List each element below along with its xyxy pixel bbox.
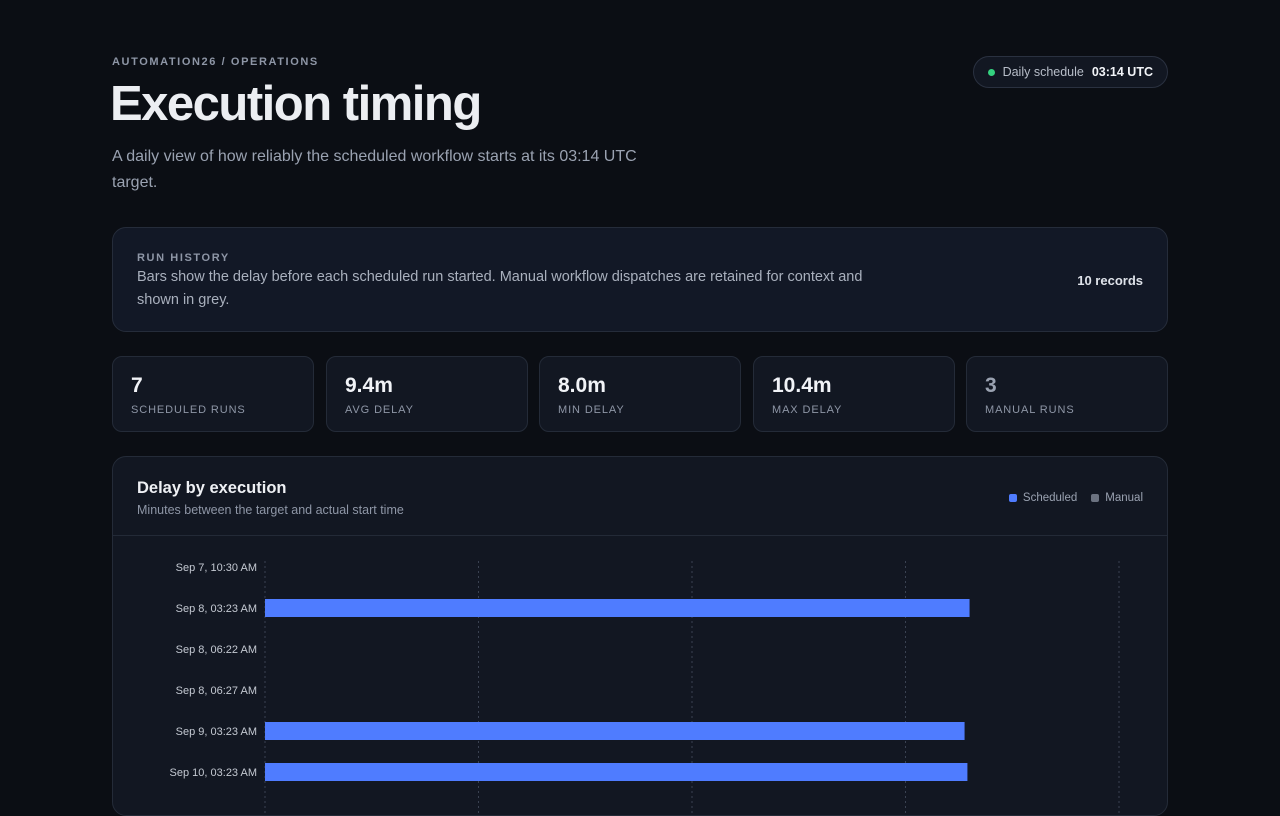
schedule-label: Daily schedule — [1002, 65, 1084, 79]
page-subtitle: A daily view of how reliably the schedul… — [112, 148, 637, 191]
stat-value: 8.0m — [558, 374, 606, 397]
delay-bar[interactable] — [265, 722, 965, 740]
schedule-time: 03:14 UTC — [1091, 65, 1153, 79]
category-label: Sep 8, 06:22 AM — [176, 644, 257, 656]
stat-value: 7 — [131, 374, 143, 397]
category-label: Sep 7, 10:30 AM — [176, 562, 257, 574]
delay-bar[interactable] — [265, 599, 970, 617]
legend-swatch-scheduled — [1008, 494, 1017, 502]
stat-card-scheduled-runs: 7 SCHEDULED RUNS — [112, 356, 314, 432]
schedule-pill: Daily schedule 03:14 UTC — [972, 56, 1168, 88]
run-history-panel: RUN HISTORY Bars show the delay before e… — [112, 227, 1168, 332]
category-label: Sep 9, 03:23 AM — [176, 726, 257, 738]
category-label: Sep 8, 03:23 AM — [176, 603, 257, 615]
page-title: Execution timing — [110, 77, 482, 131]
chart-title: Delay by execution — [137, 479, 287, 497]
stat-caption: MANUAL RUNS — [985, 404, 1075, 416]
run-history-label: RUN HISTORY — [137, 252, 230, 264]
stats-row: 7 SCHEDULED RUNS 9.4m AVG DELAY 8.0m MIN… — [112, 356, 1168, 432]
delay-bar-chart: Sep 7, 10:30 AM Sep 8, 03:23 AM Sep 8, 06:… — [170, 561, 1120, 815]
status-dot-icon — [987, 68, 995, 76]
stat-card-manual-runs: 3 MANUAL RUNS — [966, 356, 1168, 432]
stat-caption: AVG DELAY — [345, 404, 414, 416]
stat-card-min-delay: 8.0m MIN DELAY — [539, 356, 741, 432]
chart-legend: Scheduled Manual — [1008, 492, 1143, 504]
breadcrumb: AUTOMATION26 / OPERATIONS — [112, 56, 319, 68]
stat-card-max-delay: 10.4m MAX DELAY — [753, 356, 955, 432]
stat-caption: MIN DELAY — [558, 404, 625, 416]
chart-subtitle: Minutes between the target and actual st… — [137, 503, 404, 517]
category-label: Sep 10, 03:23 AM — [170, 767, 257, 779]
legend-swatch-manual — [1091, 494, 1100, 502]
stat-card-avg-delay: 9.4m AVG DELAY — [326, 356, 528, 432]
stat-value: 3 — [985, 374, 997, 397]
stat-caption: MAX DELAY — [772, 404, 843, 416]
stat-value: 9.4m — [345, 374, 393, 397]
delay-chart-card: Delay by execution Minutes between the t… — [112, 456, 1168, 816]
category-label: Sep 8, 06:27 AM — [176, 685, 257, 697]
stat-value: 10.4m — [772, 374, 832, 397]
delay-bar[interactable] — [265, 763, 968, 781]
legend-label: Manual — [1105, 492, 1143, 504]
legend-item-scheduled: Scheduled — [1008, 492, 1078, 504]
chart-divider — [113, 535, 1167, 536]
legend-item-manual: Manual — [1091, 492, 1143, 504]
legend-label: Scheduled — [1022, 492, 1078, 504]
records-count: 10 records — [1077, 273, 1143, 288]
run-history-description: Bars show the delay before each schedule… — [137, 269, 863, 308]
stat-caption: SCHEDULED RUNS — [131, 404, 246, 416]
